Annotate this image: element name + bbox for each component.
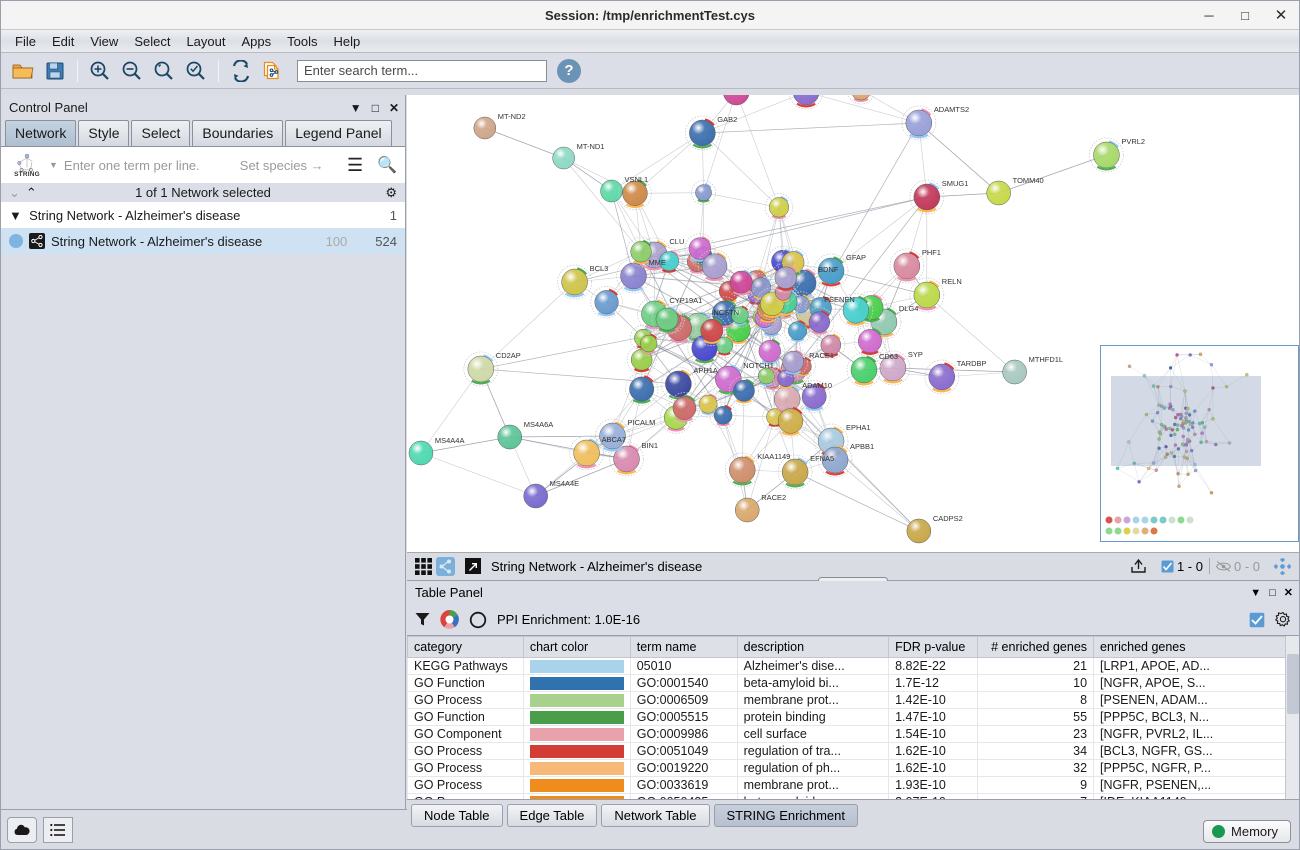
svg-text:SYP: SYP (908, 350, 923, 359)
svg-text:MTHFD1L: MTHFD1L (1029, 355, 1063, 364)
svg-text:NOTCH1: NOTCH1 (743, 361, 774, 370)
svg-text:GFAP: GFAP (846, 253, 866, 262)
svg-text:CYP19A1: CYP19A1 (669, 296, 702, 305)
svg-text:EFNA5: EFNA5 (810, 454, 834, 463)
svg-text:RACE1: RACE1 (809, 351, 834, 360)
svg-text:PSENEN: PSENEN (824, 295, 855, 304)
svg-text:DLG4: DLG4 (899, 304, 919, 313)
svg-text:MS4A6A: MS4A6A (524, 420, 554, 429)
svg-text:MME: MME (648, 258, 665, 267)
svg-text:PHF1: PHF1 (922, 248, 941, 257)
svg-text:EPHA1: EPHA1 (846, 423, 871, 432)
svg-text:ADAMTS2: ADAMTS2 (934, 105, 969, 114)
svg-text:TARDBP: TARDBP (957, 359, 987, 368)
svg-text:APH1A: APH1A (693, 366, 718, 375)
svg-text:CADPS2: CADPS2 (933, 514, 963, 523)
svg-text:PICALM: PICALM (628, 418, 656, 427)
svg-text:APBB1: APBB1 (850, 442, 874, 451)
svg-text:BDNF: BDNF (818, 265, 839, 274)
svg-text:CD63: CD63 (879, 352, 898, 361)
svg-text:MS4A4E: MS4A4E (550, 479, 580, 488)
svg-text:MS4A4A: MS4A4A (435, 436, 465, 445)
svg-text:RELN: RELN (942, 277, 962, 286)
svg-text:GAB2: GAB2 (717, 115, 737, 124)
svg-text:CD2AP: CD2AP (496, 351, 521, 360)
svg-text:SMUG1: SMUG1 (942, 179, 969, 188)
svg-text:ADAM10: ADAM10 (802, 381, 832, 390)
svg-text:RACE2: RACE2 (761, 493, 786, 502)
svg-text:BCL3: BCL3 (590, 264, 609, 273)
svg-text:NCSTN: NCSTN (713, 308, 739, 317)
svg-text:BIN1: BIN1 (641, 441, 658, 450)
svg-text:VSNL1: VSNL1 (625, 175, 649, 184)
svg-text:ABCA7: ABCA7 (602, 435, 627, 444)
svg-text:TOMM40: TOMM40 (1013, 176, 1044, 185)
svg-text:CLU: CLU (669, 237, 684, 246)
svg-text:PVRL2: PVRL2 (1121, 137, 1145, 146)
svg-text:KIAA1149: KIAA1149 (757, 452, 790, 461)
svg-text:MT-ND2: MT-ND2 (498, 112, 526, 121)
svg-text:MT-ND1: MT-ND1 (577, 142, 605, 151)
